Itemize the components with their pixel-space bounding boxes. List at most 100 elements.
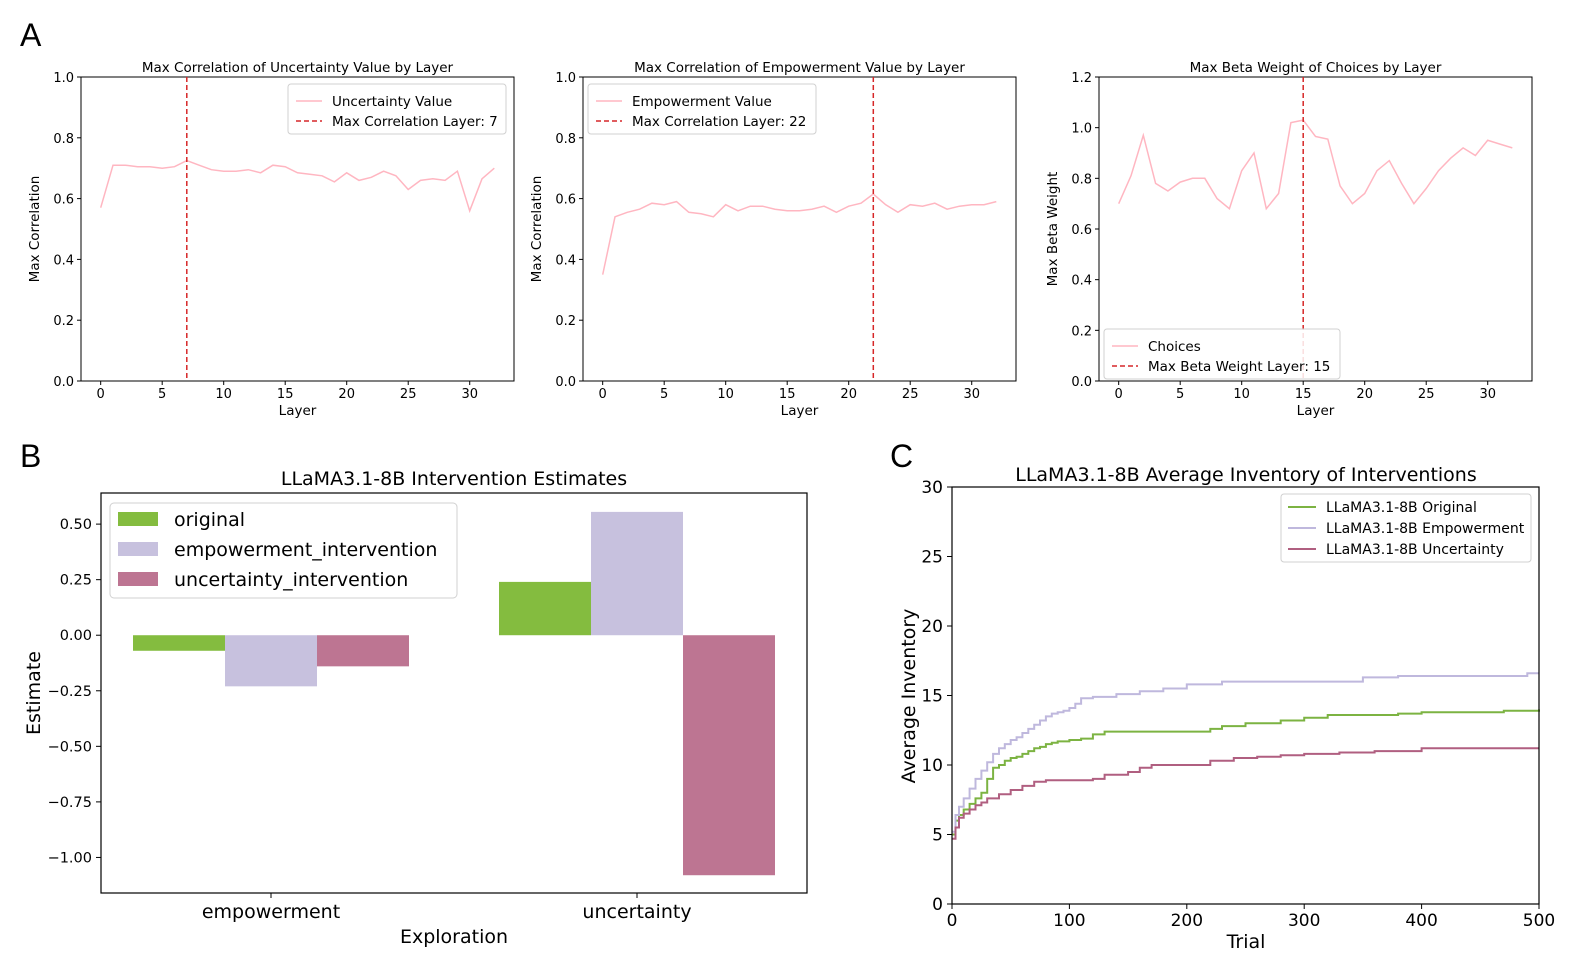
- y-tick-label: 0.6: [555, 193, 576, 208]
- legend-swatch: [118, 572, 158, 586]
- x-tick-label: 20: [1356, 387, 1373, 402]
- x-tick-label: 20: [840, 387, 857, 402]
- x-tick-label: 0: [1115, 387, 1123, 402]
- y-tick-label: 0.8: [53, 132, 74, 147]
- panel-label-a: A: [20, 17, 42, 53]
- x-tick-label: 15: [277, 387, 294, 402]
- y-tick-label: 0.25: [60, 573, 92, 589]
- legend-label: Max Correlation Layer: 7: [332, 114, 498, 130]
- y-tick-label: 1.0: [1071, 122, 1092, 137]
- y-tick-label: 20: [921, 617, 943, 637]
- x-tick-label: 5: [1176, 387, 1184, 402]
- x-tick-label: 0: [599, 387, 607, 402]
- x-tick-label: 15: [1295, 387, 1312, 402]
- y-axis-label: Max Beta Weight: [1045, 172, 1061, 287]
- y-tick-label: 0.8: [1071, 172, 1092, 187]
- y-tick-label: 0.50: [60, 517, 92, 533]
- chart-average-inventory: 0 100 200 300 400 500 0 5 10 15 20 25 30 LLaMA3.1-8B …: [898, 464, 1555, 953]
- series-line: [99, 159, 495, 214]
- panel-label-b: B: [20, 438, 41, 474]
- y-tick-label: −0.75: [48, 795, 92, 811]
- x-tick-label: 0: [97, 387, 105, 402]
- x-tick-label: 25: [902, 387, 919, 402]
- bar-empowerment_intervention-uncertainty: [591, 511, 683, 636]
- x-tick-label: uncertainty: [582, 901, 691, 923]
- legend-label: original: [174, 509, 245, 531]
- y-tick-label: 0.4: [53, 253, 74, 268]
- x-axis-label: Exploration: [400, 926, 508, 948]
- legend-label: Empowerment Value: [632, 94, 772, 110]
- legend-label: Choices: [1148, 339, 1201, 355]
- y-tick-label: 0.2: [53, 314, 74, 329]
- chart-uncertainty-correlation: Max Correlation of Uncertainty Value by …: [27, 60, 515, 419]
- x-tick-label: 15: [779, 387, 796, 402]
- x-tick-label: 25: [1418, 387, 1435, 402]
- bar-empowerment_intervention-empowerment: [225, 635, 317, 687]
- y-tick-label: −0.50: [48, 739, 92, 755]
- x-tick-label: 200: [1171, 911, 1203, 931]
- chart-beta-weight: Max Beta Weight of Choices by Layer 0 5 10 1…: [1045, 60, 1533, 419]
- x-axis-label: Layer: [1297, 403, 1335, 419]
- y-tick-label: 0.4: [555, 253, 576, 268]
- legend-label: Uncertainty Value: [332, 94, 452, 110]
- series-line-LLaMA3.1-8B Original: [952, 709, 1540, 836]
- y-tick-label: 0.0: [1071, 375, 1092, 390]
- y-axis-label: Max Correlation: [27, 176, 43, 283]
- x-tick-label: 30: [1479, 387, 1496, 402]
- y-tick-label: 1.2: [1071, 71, 1092, 86]
- plot-frame: [80, 76, 515, 382]
- y-tick-label: 0.2: [1071, 324, 1092, 339]
- x-tick-label: 5: [158, 387, 166, 402]
- legend-box: [287, 83, 507, 135]
- y-tick-label: 1.0: [555, 71, 576, 86]
- series-line-LLaMA3.1-8B Empowerment: [952, 672, 1539, 833]
- y-tick-label: 0.0: [555, 375, 576, 390]
- y-tick-label: 1.0: [53, 71, 74, 86]
- y-tick-label: 0.00: [60, 628, 92, 644]
- legend-box: [109, 502, 458, 599]
- legend-box: [1103, 328, 1341, 380]
- y-tick-label: 0.0: [53, 375, 74, 390]
- legend-label: uncertainty_intervention: [174, 569, 408, 591]
- x-tick-label: 10: [215, 387, 232, 402]
- y-tick-label: −1.00: [48, 850, 92, 866]
- series-line: [601, 193, 997, 275]
- chart-intervention-estimates: empowerment uncertainty 0.50 0.25 0.00 −0.25 −…: [23, 468, 808, 948]
- legend-label: LLaMA3.1-8B Original: [1326, 500, 1477, 516]
- y-tick-label: −0.25: [48, 684, 92, 700]
- series-line: [1118, 119, 1513, 211]
- y-tick-label: 0.6: [53, 193, 74, 208]
- bar-uncertainty_intervention-empowerment: [317, 635, 409, 667]
- y-tick-label: 30: [921, 478, 943, 498]
- x-tick-label: 400: [1405, 911, 1437, 931]
- y-tick-label: 15: [921, 687, 943, 707]
- y-tick-label: 10: [921, 756, 943, 776]
- x-tick-label: empowerment: [202, 901, 340, 923]
- y-axis-label: Max Correlation: [529, 176, 545, 283]
- x-tick-label: 5: [660, 387, 668, 402]
- chart-title: LLaMA3.1-8B Intervention Estimates: [281, 468, 627, 490]
- legend-label: empowerment_intervention: [174, 539, 437, 561]
- y-tick-label: 0.8: [555, 132, 576, 147]
- legend-label: LLaMA3.1-8B Empowerment: [1326, 521, 1525, 537]
- y-tick-label: 25: [921, 548, 943, 568]
- legend-label: Max Correlation Layer: 22: [632, 114, 806, 130]
- x-tick-label: 10: [717, 387, 734, 402]
- y-tick-label: 0: [932, 895, 943, 915]
- legend-label: Max Beta Weight Layer: 15: [1148, 359, 1330, 375]
- bar-original-uncertainty: [499, 581, 591, 636]
- x-axis-label: Layer: [781, 403, 819, 419]
- legend-box: [587, 83, 817, 135]
- x-tick-label: 25: [400, 387, 417, 402]
- y-tick-label: 5: [932, 826, 943, 846]
- x-axis-label: Trial: [1226, 931, 1266, 953]
- y-tick-label: 0.2: [555, 314, 576, 329]
- bar-uncertainty_intervention-uncertainty: [683, 635, 775, 876]
- x-tick-label: 20: [338, 387, 355, 402]
- x-tick-label: 10: [1233, 387, 1250, 402]
- chart-title: LLaMA3.1-8B Average Inventory of Interve…: [1015, 464, 1477, 486]
- y-tick-label: 0.6: [1071, 223, 1092, 238]
- plot-frame: [100, 492, 808, 894]
- panel-label-c: C: [890, 438, 913, 474]
- chart-title: Max Correlation of Uncertainty Value by …: [142, 60, 454, 76]
